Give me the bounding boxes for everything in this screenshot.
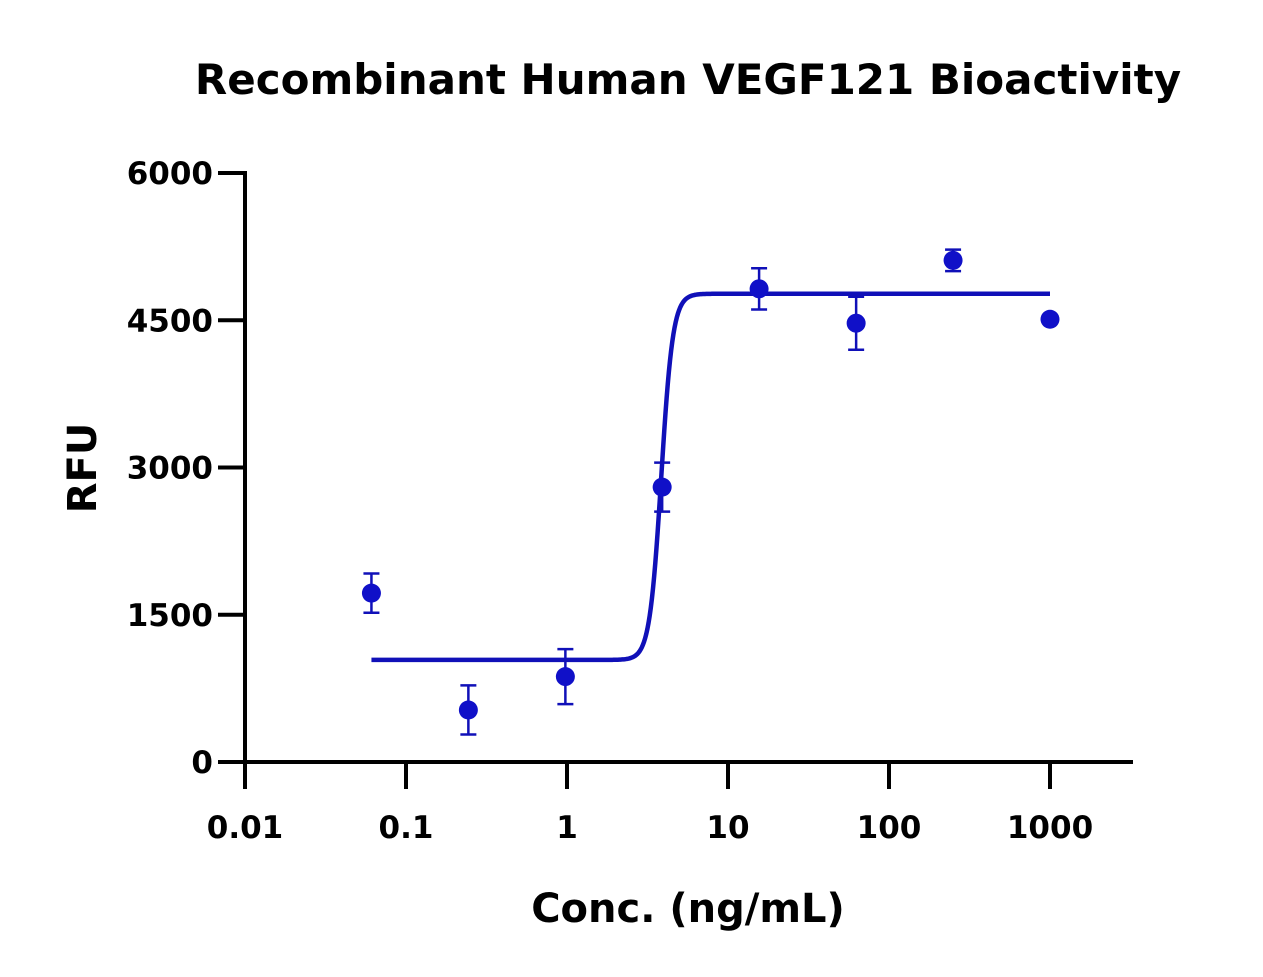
x-ticks: 0.01 0.1 1 10 100 1000 <box>207 762 1093 846</box>
fit-curve <box>371 291 1050 663</box>
x-tick-label-5: 1000 <box>1007 810 1093 846</box>
marker-6 <box>943 250 963 270</box>
marker-0 <box>361 583 381 603</box>
y-axis-label: RFU <box>60 423 106 514</box>
x-tick-label-3: 10 <box>706 810 749 846</box>
data-point-0 <box>361 572 381 615</box>
data-point-5 <box>846 295 866 351</box>
data-point-7 <box>1040 309 1060 329</box>
marker-2 <box>555 667 575 687</box>
data-point-3 <box>652 461 672 513</box>
y-tick-label-4: 6000 <box>127 156 213 192</box>
data-point-1 <box>458 684 478 736</box>
marker-4 <box>749 279 769 299</box>
x-tick-label-0: 0.01 <box>207 810 284 846</box>
marker-7 <box>1040 309 1060 329</box>
marker-5 <box>846 313 866 333</box>
data-point-4 <box>749 266 769 311</box>
marker-1 <box>458 700 478 720</box>
y-tick-label-2: 3000 <box>127 451 213 487</box>
x-tick-label-1: 0.1 <box>379 810 434 846</box>
y-tick-label-3: 4500 <box>127 303 213 339</box>
x-tick-label-4: 100 <box>857 810 922 846</box>
data-point-6 <box>943 248 963 273</box>
y-tick-label-1: 1500 <box>127 598 213 634</box>
x-tick-label-2: 1 <box>556 810 578 846</box>
y-tick-label-0: 0 <box>191 745 213 781</box>
chart-title: Recombinant Human VEGF121 Bioactivity <box>195 55 1181 104</box>
marker-3 <box>652 477 672 497</box>
y-ticks: 0 1500 3000 4500 6000 <box>127 156 245 781</box>
data-point-2 <box>555 647 575 706</box>
data-points <box>361 248 1060 736</box>
x-axis-label: Conc. (ng/mL) <box>531 886 845 932</box>
